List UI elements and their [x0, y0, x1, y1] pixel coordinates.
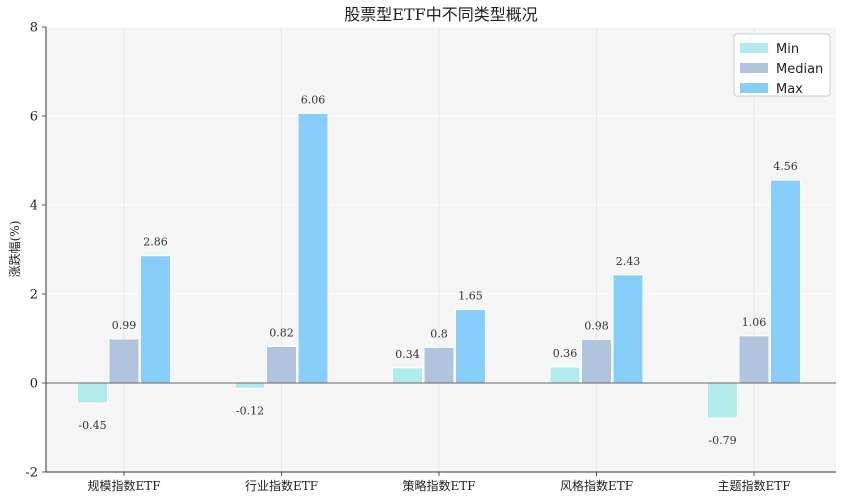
legend-label: Max [776, 82, 803, 97]
data-label: 4.56 [773, 160, 798, 173]
y-tick-label: 6 [30, 110, 38, 125]
legend-swatch-max [740, 83, 768, 93]
legend-label: Min [776, 42, 799, 57]
y-axis-label: 涨跌幅(%) [7, 221, 22, 278]
data-label: 0.98 [584, 319, 609, 332]
y-tick-label: 0 [30, 377, 38, 392]
data-label: 0.82 [269, 327, 294, 340]
x-tick-label: 策略指数ETF [402, 478, 475, 493]
legend-swatch-min [740, 43, 768, 53]
bar-min [77, 382, 108, 404]
bar-max [297, 112, 329, 384]
chart-title: 股票型ETF中不同类型概况 [344, 5, 537, 24]
data-label: -0.79 [708, 434, 736, 447]
y-tick-label: 4 [30, 199, 38, 214]
x-tick-label: 规模指数ETF [87, 478, 160, 493]
data-label: 1.65 [458, 290, 483, 303]
legend-label: Median [776, 62, 823, 77]
bars [77, 112, 801, 419]
y-tick-label: 8 [30, 21, 38, 36]
data-label: -0.45 [78, 419, 106, 432]
data-label: 2.43 [616, 255, 641, 268]
x-tick-label: 行业指数ETF [245, 478, 318, 493]
bar-min [234, 382, 266, 389]
data-label: 2.86 [143, 236, 168, 249]
bar-max [612, 274, 644, 384]
data-label: 0.8 [430, 327, 448, 340]
bar-median [581, 338, 612, 384]
legend: Min Median Max [733, 33, 831, 97]
data-label: 6.06 [301, 93, 326, 106]
bar-min [707, 382, 738, 419]
bar-max [770, 179, 801, 384]
data-label: 1.06 [742, 316, 767, 329]
axes [45, 27, 836, 473]
bar-median [266, 346, 297, 384]
legend-swatch-median [740, 63, 768, 73]
bar-median [738, 335, 770, 384]
y-tick-label: -2 [25, 466, 38, 481]
x-tick-label: 主题指数ETF [717, 478, 790, 493]
plot-background [46, 27, 836, 472]
bar-min [392, 367, 423, 384]
data-label: 0.34 [395, 348, 420, 361]
y-ticks: -2 0 2 4 6 8 [25, 21, 46, 481]
bar-median [423, 346, 455, 384]
data-label: 0.36 [553, 347, 578, 360]
bar-max [140, 255, 171, 384]
data-labels: -0.45 -0.12 0.34 0.36 -0.79 0.99 0.82 0.8 0.98 1.… [78, 93, 797, 447]
data-label: 0.99 [112, 319, 137, 332]
y-tick-label: 2 [30, 288, 38, 303]
bar-max [455, 309, 486, 384]
bar-median [108, 338, 140, 384]
x-tick-label: 风格指数ETF [560, 478, 633, 493]
bar-min [549, 366, 581, 384]
data-label: -0.12 [236, 404, 264, 417]
x-ticks: 规模指数ETF 行业指数ETF 策略指数ETF 风格指数ETF 主题指数ETF [87, 472, 791, 493]
